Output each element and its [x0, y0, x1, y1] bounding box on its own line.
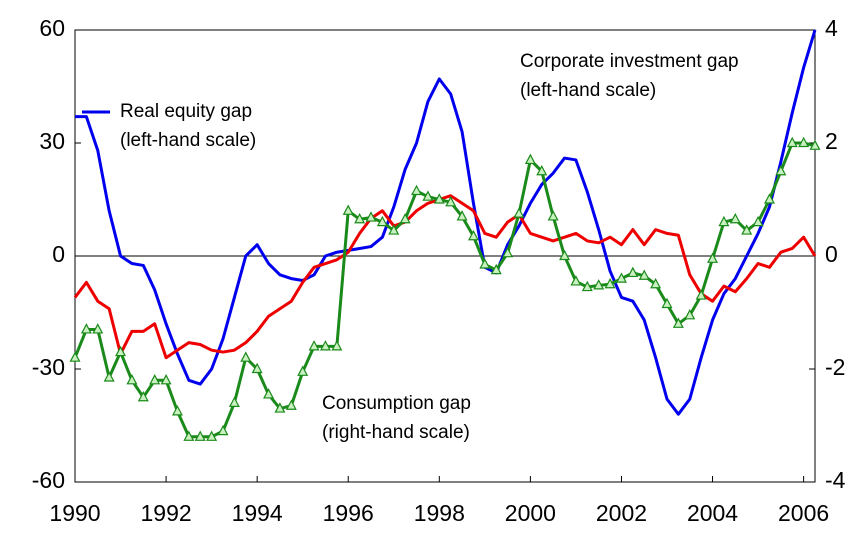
series-line: [75, 29, 817, 416]
x-tick-label: 2004: [687, 500, 738, 526]
marker: [502, 246, 514, 258]
marker: [194, 430, 206, 441]
y-tick-label: 30: [39, 128, 65, 154]
marker: [798, 136, 810, 148]
marker: [103, 371, 115, 382]
marker: [786, 136, 798, 148]
x-tick-label: 2002: [596, 500, 647, 526]
marker: [650, 277, 662, 289]
marker: [615, 272, 627, 283]
annotation: Corporate investment gap: [520, 51, 739, 72]
marker: [479, 258, 491, 269]
marker: [137, 390, 149, 402]
marker: [672, 317, 684, 328]
marker: [467, 229, 479, 241]
marker: [399, 212, 411, 224]
y2-tick-label: 4: [825, 15, 838, 41]
marker: [752, 215, 764, 227]
marker: [559, 249, 571, 261]
x-tick-label: 1996: [323, 500, 374, 526]
marker: [695, 289, 707, 300]
annotation: Consumption gap: [322, 393, 471, 414]
x-tick-label: 2000: [505, 500, 556, 526]
series-line: [73, 194, 817, 360]
marker: [445, 196, 457, 207]
marker: [217, 424, 229, 436]
marker: [422, 190, 434, 201]
marker: [240, 351, 252, 362]
marker: [638, 269, 650, 280]
marker: [115, 345, 127, 357]
marker: [251, 362, 263, 374]
marker: [718, 215, 730, 227]
marker: [285, 399, 297, 410]
annotation: Real equity gap: [120, 101, 252, 122]
marker: [228, 396, 240, 407]
marker: [308, 340, 320, 351]
marker: [274, 402, 286, 413]
x-tick-label: 1990: [49, 500, 100, 526]
y2-tick-label: -2: [825, 354, 845, 380]
marker: [263, 388, 275, 399]
marker: [604, 277, 616, 289]
x-tick-label: 2006: [778, 500, 829, 526]
marker: [536, 164, 548, 176]
marker: [297, 365, 309, 376]
marker: [547, 210, 559, 221]
y-tick-label: 0: [52, 241, 65, 267]
marker: [433, 193, 445, 204]
marker: [80, 323, 92, 334]
annotation: (left-hand scale): [120, 130, 256, 151]
marker: [809, 139, 821, 150]
marker: [490, 263, 502, 275]
y2-tick-label: -4: [825, 467, 846, 493]
annotation: (right-hand scale): [322, 422, 470, 443]
marker: [92, 323, 104, 334]
marker: [729, 212, 741, 224]
marker: [126, 374, 138, 385]
y2-tick-label: 2: [825, 128, 838, 154]
marker: [376, 215, 388, 227]
marker: [513, 207, 525, 218]
marker: [763, 193, 775, 204]
y-tick-label: -60: [32, 467, 65, 493]
marker: [456, 210, 468, 221]
marker: [69, 351, 81, 362]
marker: [365, 211, 377, 222]
marker: [661, 297, 673, 309]
annotation: (left-hand scale): [520, 80, 656, 101]
marker: [342, 204, 354, 215]
marker: [388, 224, 400, 235]
x-tick-label: 1998: [414, 500, 465, 526]
marker: [524, 153, 536, 165]
y-tick-label: -30: [32, 354, 65, 380]
marker: [707, 252, 719, 263]
marker: [684, 309, 696, 320]
marker: [354, 212, 366, 224]
x-tick-label: 1992: [140, 500, 191, 526]
marker: [593, 279, 605, 290]
marker: [581, 280, 593, 292]
marker: [319, 340, 331, 351]
marker: [741, 224, 753, 235]
marker: [331, 340, 343, 351]
marker: [627, 266, 639, 278]
y-tick-label: 60: [39, 15, 65, 41]
marker: [171, 405, 183, 416]
marker: [149, 374, 161, 385]
marker: [183, 430, 195, 441]
y2-tick-label: 0: [825, 241, 838, 267]
marker: [570, 275, 582, 286]
marker: [775, 164, 787, 176]
marker: [160, 374, 172, 385]
marker: [411, 184, 423, 196]
x-tick-label: 1994: [232, 500, 283, 526]
marker: [206, 430, 218, 441]
